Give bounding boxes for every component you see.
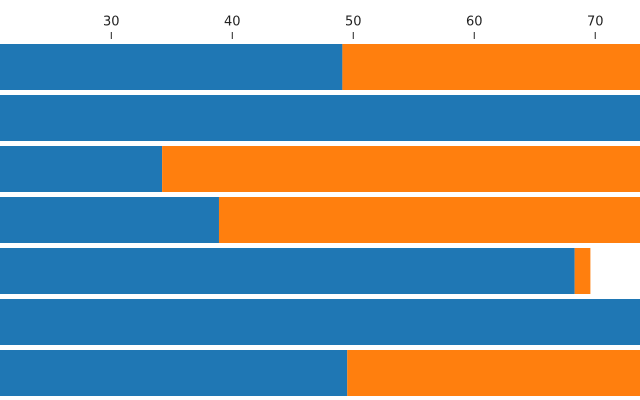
bar-segment	[0, 299, 640, 345]
bar-segment	[218, 197, 640, 243]
bar-segment	[574, 248, 591, 294]
bar-segment	[342, 44, 640, 90]
bar-segment	[347, 350, 640, 396]
bar-segment	[0, 44, 343, 90]
x-tick-label: 70	[587, 15, 604, 30]
bar-segment	[162, 146, 640, 192]
bar-segment	[0, 95, 640, 141]
x-tick-label: 30	[103, 15, 120, 30]
bar-segment	[0, 350, 348, 396]
x-tick-label: 40	[224, 15, 241, 30]
x-tick-label: 50	[345, 15, 362, 30]
bar-segment	[0, 146, 163, 192]
bar-segment	[0, 248, 575, 294]
x-tick-label: 60	[466, 15, 483, 30]
plot-area	[0, 44, 640, 396]
bar-segment	[0, 197, 219, 243]
